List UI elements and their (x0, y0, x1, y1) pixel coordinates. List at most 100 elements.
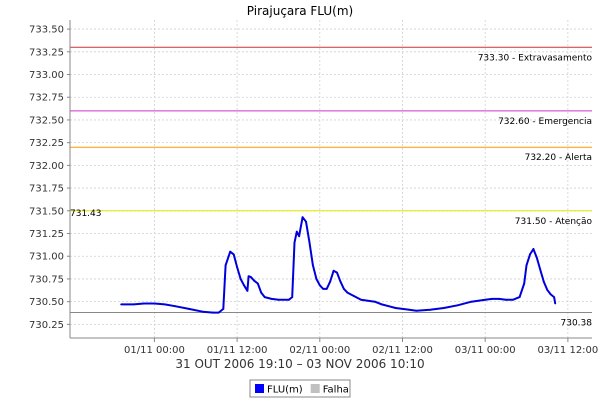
max-value-label: 731.43 (70, 209, 102, 219)
data-point (247, 275, 250, 278)
data-point (542, 280, 545, 283)
legend-swatch (255, 384, 264, 393)
legend: FLU(m) Falha (249, 379, 351, 398)
data-point (293, 241, 296, 244)
data-point (401, 308, 404, 310)
data-point (518, 296, 521, 299)
x-tick-label: 02/11 00:00 (289, 345, 350, 356)
data-point (346, 291, 349, 294)
data-point (287, 298, 290, 301)
data-point (343, 288, 345, 290)
legend-swatch (310, 384, 320, 393)
data-point (380, 303, 383, 306)
data-point (456, 304, 459, 307)
data-point (308, 241, 311, 244)
legend-box (249, 379, 351, 398)
data-point (120, 303, 123, 306)
data-point (246, 289, 249, 292)
data-point (325, 288, 328, 290)
data-point (394, 307, 397, 309)
data-point (491, 298, 493, 300)
data-point (295, 230, 298, 233)
data-point (305, 220, 307, 223)
threshold-label: 733.30 - Extravasamento (478, 53, 593, 63)
plot-area (70, 20, 592, 338)
data-point (525, 264, 528, 267)
data-point (339, 280, 342, 283)
y-tick-label: 731.00 (29, 252, 64, 263)
data-point (408, 308, 411, 311)
data-point (249, 276, 252, 279)
data-point (415, 309, 418, 312)
data-point (239, 278, 242, 280)
y-tick-label: 730.75 (29, 274, 64, 285)
data-point (222, 308, 225, 310)
y-tick-label: 732.50 (29, 115, 64, 126)
y-tick-label: 732.00 (29, 161, 64, 172)
data-point (256, 282, 259, 285)
data-point (360, 298, 363, 301)
data-point (229, 250, 232, 253)
data-point (143, 302, 145, 305)
chart-subtitle: 31 OUT 2006 19:10 – 03 NOV 2006 10:10 (175, 357, 424, 371)
data-point (232, 253, 235, 256)
data-point (132, 303, 135, 306)
data-point (291, 296, 294, 299)
data-point (336, 271, 338, 274)
data-point (332, 269, 335, 272)
data-point (312, 264, 314, 267)
data-point (253, 279, 256, 282)
chart-title: Pirajuçara FLU(m) (247, 4, 353, 18)
data-point (243, 284, 245, 287)
data-point (546, 288, 549, 291)
data-point (553, 296, 555, 299)
x-tick-label: 02/11 12:00 (372, 345, 433, 356)
y-tick-label: 731.75 (29, 184, 64, 195)
threshold-label: 730.38 (561, 319, 593, 329)
data-point (318, 284, 321, 287)
data-point (498, 298, 500, 300)
threshold-label: 732.20 - Alerta (525, 153, 592, 163)
data-point (315, 278, 318, 280)
axes: 730.25 730.50 730.75 731.00 731.25 731.50 731.… (29, 20, 598, 356)
data-point (532, 248, 535, 250)
y-tick-label: 733.25 (29, 47, 64, 58)
data-point (329, 280, 332, 283)
data-point (174, 305, 176, 308)
y-tick-label: 733.50 (29, 25, 64, 36)
data-point (236, 266, 239, 269)
data-point (212, 311, 214, 314)
data-point (529, 253, 531, 256)
data-point (163, 303, 166, 306)
data-point (470, 300, 473, 303)
data-point (298, 235, 301, 238)
series-layer (120, 216, 557, 314)
y-tick-label: 732.25 (29, 138, 64, 149)
y-tick-label: 730.25 (29, 320, 64, 331)
data-point (429, 308, 431, 311)
threshold-label: 731.50 - Atenção (515, 217, 593, 227)
data-point (535, 257, 538, 259)
data-point (511, 298, 514, 301)
data-point (277, 298, 280, 301)
data-point (322, 288, 325, 290)
data-point (554, 302, 557, 305)
data-point (301, 216, 304, 219)
legend-label: FLU(m) (267, 385, 303, 396)
threshold-label: 732.60 - Emergencia (498, 117, 592, 127)
y-tick-label: 732.75 (29, 93, 64, 104)
data-point (260, 291, 263, 294)
x-tick-label: 03/11 00:00 (455, 345, 516, 356)
x-tick-label: 01/11 00:00 (124, 345, 185, 356)
x-tick-label: 01/11 12:00 (207, 345, 268, 356)
x-tick-label: 03/11 12:00 (537, 345, 598, 356)
data-point (224, 264, 227, 267)
data-point (549, 293, 552, 296)
y-tick-label: 730.50 (29, 297, 64, 308)
data-point (374, 300, 376, 303)
y-tick-label: 733.00 (29, 70, 64, 81)
data-point (504, 298, 507, 301)
y-tick-label: 731.50 (29, 206, 64, 217)
data-point (263, 296, 266, 299)
data-point (442, 307, 445, 309)
